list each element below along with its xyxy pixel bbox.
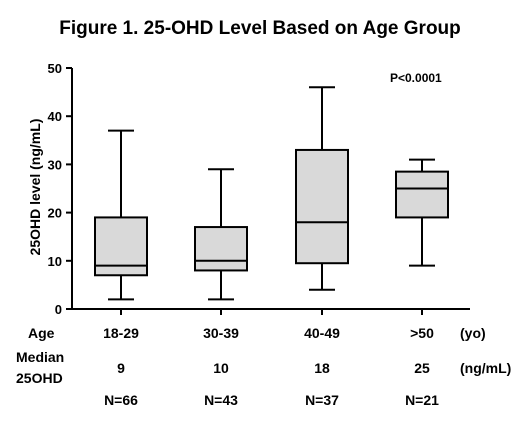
median-row-label: Median xyxy=(16,349,65,365)
y-tick-label: 20 xyxy=(48,206,62,221)
y-tick-label: 30 xyxy=(48,157,62,172)
y-tick-label: 0 xyxy=(55,302,62,317)
iqr-box xyxy=(295,148,349,265)
count-cell: N=43 xyxy=(204,392,238,408)
median-unit-label: (ng/mL) xyxy=(460,360,512,376)
age-cell: >50 xyxy=(410,325,434,341)
y-tick-label: 10 xyxy=(48,254,62,269)
age-unit-label: (yo) xyxy=(460,325,486,341)
iqr-box xyxy=(395,170,449,219)
median-cell: 9 xyxy=(117,360,125,376)
iqr-box xyxy=(194,226,248,272)
count-cell: N=21 xyxy=(405,392,439,408)
age-cell: 40-49 xyxy=(304,325,340,341)
median-row-label-line2: 25OHD xyxy=(16,370,63,386)
y-tick-label: 40 xyxy=(48,109,62,124)
count-cell: N=37 xyxy=(305,392,339,408)
age-cell: 18-29 xyxy=(103,325,139,341)
median-cell: 25 xyxy=(414,360,430,376)
age-row-label: Age xyxy=(28,325,55,341)
count-cell: N=66 xyxy=(104,392,138,408)
p-value-annotation: P<0.0001 xyxy=(390,71,442,85)
median-cell: 10 xyxy=(213,360,229,376)
y-tick-label: 50 xyxy=(48,61,62,76)
chart-title: Figure 1. 25-OHD Level Based on Age Grou… xyxy=(59,18,461,39)
age-cell: 30-39 xyxy=(203,325,239,341)
median-cell: 18 xyxy=(314,360,330,376)
